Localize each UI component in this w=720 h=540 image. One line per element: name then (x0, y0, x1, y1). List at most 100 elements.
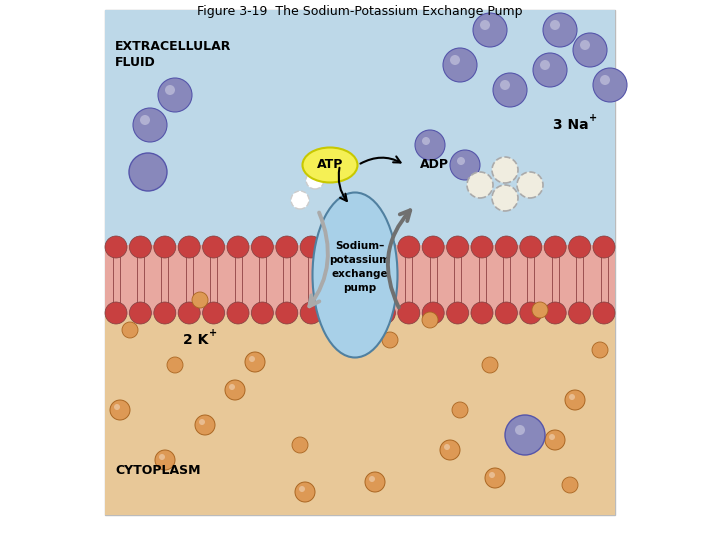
Circle shape (227, 302, 249, 324)
Circle shape (276, 236, 298, 258)
Circle shape (154, 302, 176, 324)
Circle shape (300, 302, 323, 324)
Circle shape (565, 390, 585, 410)
Circle shape (422, 137, 430, 145)
Text: 2 K: 2 K (183, 333, 208, 347)
Circle shape (122, 322, 138, 338)
Text: ADP: ADP (420, 159, 449, 172)
Ellipse shape (312, 192, 397, 357)
Circle shape (251, 236, 274, 258)
Circle shape (245, 352, 265, 372)
Circle shape (325, 236, 346, 258)
Circle shape (299, 486, 305, 492)
Circle shape (110, 400, 130, 420)
Circle shape (306, 171, 324, 189)
Circle shape (192, 292, 208, 308)
Text: +: + (589, 113, 597, 123)
Circle shape (167, 357, 183, 373)
Circle shape (450, 55, 460, 65)
Bar (105, 315, 615, 515)
Circle shape (179, 236, 200, 258)
Circle shape (540, 60, 550, 70)
Circle shape (443, 48, 477, 82)
Circle shape (202, 236, 225, 258)
Text: 3 Na: 3 Na (553, 118, 589, 132)
Circle shape (495, 302, 518, 324)
Circle shape (544, 236, 566, 258)
Circle shape (291, 191, 309, 209)
Circle shape (195, 415, 215, 435)
Bar (105, 10, 615, 245)
Circle shape (140, 115, 150, 125)
Circle shape (569, 394, 575, 400)
Circle shape (533, 53, 567, 87)
Text: CYTOPLASM: CYTOPLASM (115, 463, 200, 476)
Bar (105, 10, 615, 515)
Circle shape (202, 302, 225, 324)
Circle shape (544, 302, 566, 324)
Circle shape (550, 20, 560, 30)
Circle shape (517, 172, 543, 198)
Circle shape (229, 384, 235, 390)
Circle shape (397, 236, 420, 258)
Circle shape (492, 157, 518, 183)
Circle shape (520, 302, 541, 324)
Circle shape (199, 419, 205, 425)
Circle shape (251, 302, 274, 324)
Circle shape (179, 302, 200, 324)
Circle shape (505, 415, 545, 455)
Circle shape (493, 73, 527, 107)
Circle shape (295, 482, 315, 502)
Circle shape (500, 80, 510, 90)
Circle shape (105, 302, 127, 324)
Text: Figure 3-19  The Sodium-Potassium Exchange Pump: Figure 3-19 The Sodium-Potassium Exchang… (197, 5, 523, 18)
Circle shape (440, 440, 460, 460)
Circle shape (580, 40, 590, 50)
Circle shape (249, 356, 255, 362)
Circle shape (471, 302, 493, 324)
Circle shape (467, 172, 493, 198)
Circle shape (133, 108, 167, 142)
Circle shape (593, 236, 615, 258)
Circle shape (485, 468, 505, 488)
Circle shape (158, 78, 192, 112)
Circle shape (569, 236, 590, 258)
Circle shape (495, 236, 518, 258)
Circle shape (397, 302, 420, 324)
Text: ATP: ATP (317, 159, 343, 172)
Circle shape (422, 236, 444, 258)
Circle shape (129, 153, 167, 191)
Circle shape (593, 68, 627, 102)
Text: +: + (209, 328, 217, 338)
Circle shape (480, 20, 490, 30)
Circle shape (489, 472, 495, 478)
Circle shape (300, 236, 323, 258)
Text: Sodium–
potassium
exchange
pump: Sodium– potassium exchange pump (330, 241, 390, 293)
Circle shape (549, 434, 555, 440)
Circle shape (369, 476, 375, 482)
Circle shape (165, 85, 175, 95)
Circle shape (446, 236, 469, 258)
Circle shape (130, 302, 151, 324)
Circle shape (492, 185, 518, 211)
Circle shape (545, 430, 565, 450)
Circle shape (532, 302, 548, 318)
Circle shape (227, 236, 249, 258)
Circle shape (569, 302, 590, 324)
Circle shape (593, 302, 615, 324)
Circle shape (444, 444, 450, 450)
Circle shape (446, 302, 469, 324)
Circle shape (562, 477, 578, 493)
Circle shape (365, 472, 385, 492)
Bar (105, 245, 615, 315)
Circle shape (155, 450, 175, 470)
Circle shape (473, 13, 507, 47)
Circle shape (276, 302, 298, 324)
Circle shape (349, 302, 371, 324)
Circle shape (422, 312, 438, 328)
Circle shape (450, 150, 480, 180)
Circle shape (592, 342, 608, 358)
Circle shape (382, 332, 398, 348)
Circle shape (457, 157, 465, 165)
Circle shape (543, 13, 577, 47)
